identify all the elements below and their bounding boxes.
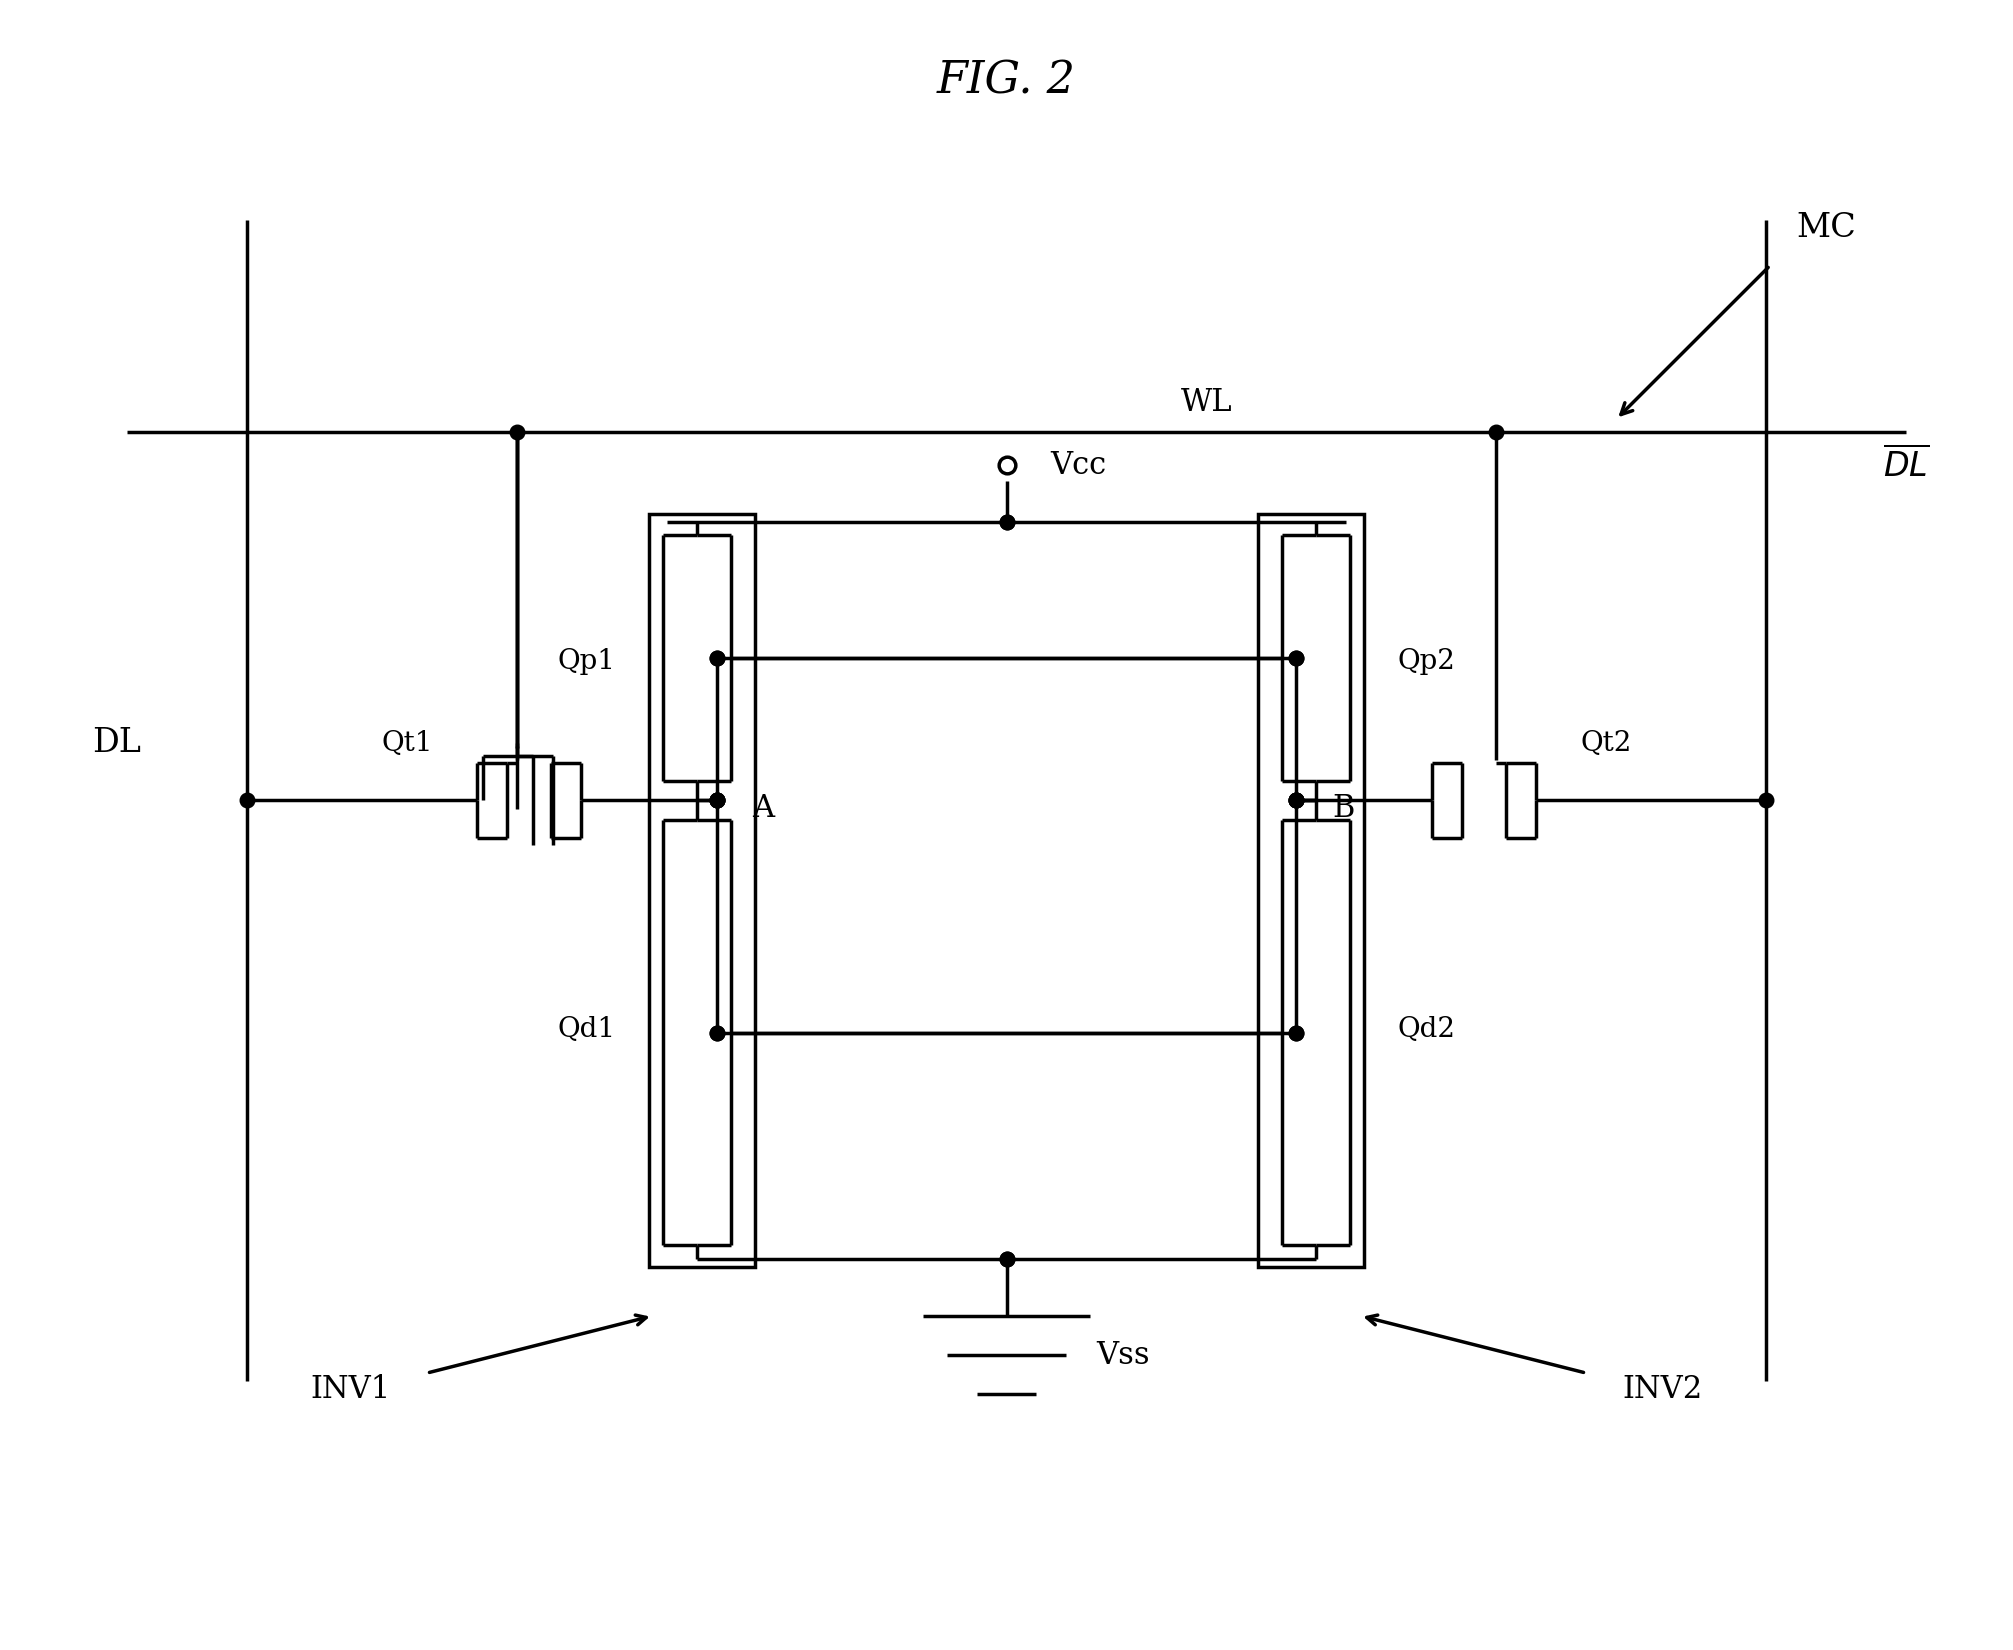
Text: WL: WL [1180, 388, 1232, 419]
Text: Qt1: Qt1 [380, 729, 433, 757]
Text: MC: MC [1796, 211, 1856, 244]
Text: A: A [753, 794, 775, 823]
Bar [648, 515, 755, 1267]
Text: INV2: INV2 [1622, 1374, 1703, 1404]
Text: INV1: INV1 [310, 1374, 391, 1404]
Text: Qp2: Qp2 [1397, 648, 1455, 675]
Point [990, 510, 1023, 536]
Point [701, 645, 733, 672]
Point [701, 1020, 733, 1046]
Point [1280, 1020, 1312, 1046]
Text: DL: DL [93, 728, 141, 759]
Point [701, 787, 733, 813]
Text: Qp1: Qp1 [558, 648, 616, 675]
Point [701, 787, 733, 813]
Point [990, 510, 1023, 536]
Point [1280, 787, 1312, 813]
Point [701, 645, 733, 672]
Point [1280, 787, 1312, 813]
Point [990, 1246, 1023, 1272]
Text: $\overline{DL}$: $\overline{DL}$ [1882, 447, 1928, 483]
Text: B: B [1333, 794, 1355, 823]
Text: Qt2: Qt2 [1580, 729, 1633, 757]
Point [1280, 1020, 1312, 1046]
Point [501, 419, 533, 446]
Text: Vss: Vss [1097, 1340, 1149, 1371]
Bar [1258, 515, 1365, 1267]
Point [1749, 787, 1782, 813]
Point [701, 787, 733, 813]
Point [990, 1246, 1023, 1272]
Text: FIG. 2: FIG. 2 [936, 59, 1077, 102]
Point [1280, 787, 1312, 813]
Point [701, 787, 733, 813]
Point [231, 787, 264, 813]
Point [1480, 419, 1512, 446]
Text: Vcc: Vcc [1051, 449, 1107, 480]
Point [1280, 645, 1312, 672]
Point [701, 1020, 733, 1046]
Point [1280, 645, 1312, 672]
Text: Qd1: Qd1 [558, 1016, 616, 1043]
Text: Qd2: Qd2 [1397, 1016, 1455, 1043]
Point [1280, 787, 1312, 813]
